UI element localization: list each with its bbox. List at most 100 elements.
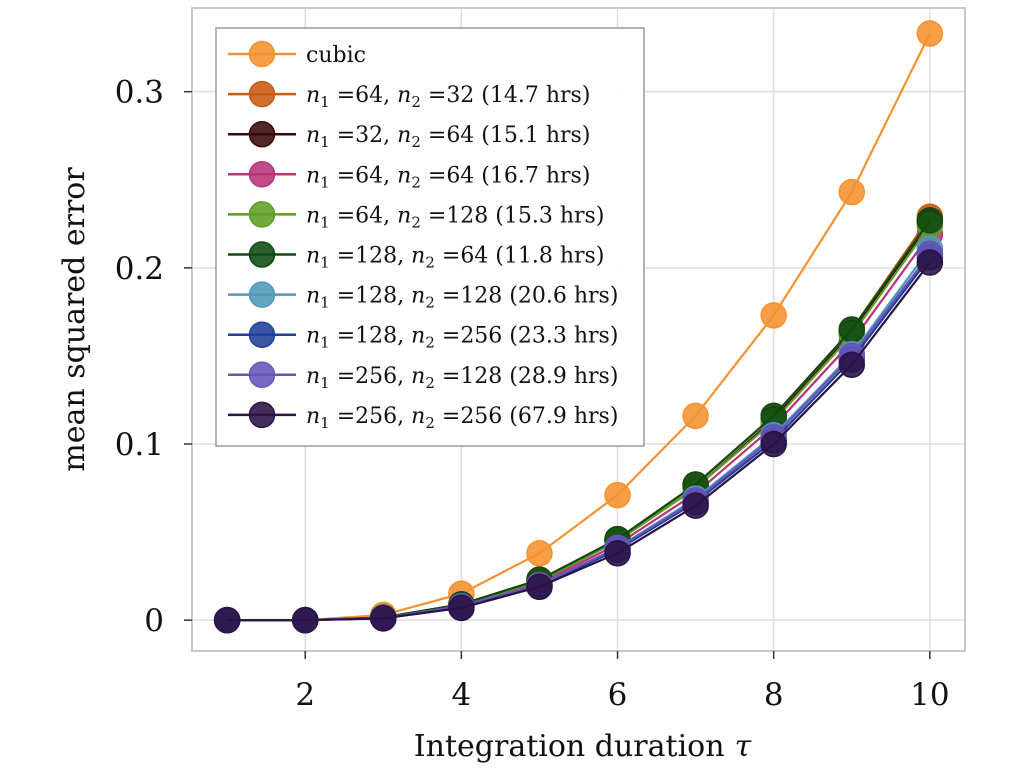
data-point [291,606,319,634]
data-point [838,316,866,343]
x-tick-label: 6 [608,677,628,713]
legend-equals: = [435,404,460,429]
data-point [682,402,709,430]
legend-marker [248,161,276,188]
legend-marker [248,281,276,308]
legend-hours: (14.7 hrs) [474,83,590,108]
legend-marker [248,80,276,108]
legend-label: n1 =256, n2 =256 (67.9 hrs) [306,404,618,432]
data-point [370,605,397,632]
legend-separator: , [397,364,411,389]
legend-hours: (15.1 hrs) [474,123,590,148]
y-tick-label: 0.1 [115,427,164,463]
y-tick-label: 0.3 [115,75,164,111]
data-point [838,178,866,206]
legend-separator: , [383,163,397,188]
legend-equals: = [330,364,355,389]
legend-equals: = [330,404,355,429]
legend-n1-value: 256 [355,404,397,429]
legend-n1-symbol: n [306,163,320,188]
legend-n1-subscript: 1 [320,93,330,111]
legend-separator: , [397,324,411,349]
legend-item: n1 =32, n2 =64 (15.1 hrs) [228,120,590,151]
legend-n1-subscript: 1 [320,414,330,432]
legend-item: n1 =64, n2 =128 (15.3 hrs) [228,201,604,231]
legend-n2-value: 64 [446,163,474,188]
legend-label: n1 =256, n2 =128 (28.9 hrs) [306,364,618,392]
legend-hours: (28.9 hrs) [502,364,618,389]
legend-separator: , [383,203,397,228]
x-tick-label: 4 [452,677,472,713]
legend-separator: , [397,244,411,269]
legend-marker [248,401,276,429]
legend-item: n1 =256, n2 =256 (67.9 hrs) [228,401,618,432]
legend-label: n1 =128, n2 =64 (11.8 hrs) [306,244,604,272]
legend-separator: , [397,404,411,429]
legend-separator: , [383,83,397,108]
legend-hours: (20.6 hrs) [502,284,618,309]
legend-n2-value: 128 [460,364,502,389]
legend-n2-subscript: 2 [411,133,421,151]
legend-n1-subscript: 1 [320,173,330,191]
legend-label: n1 =64, n2 =128 (15.3 hrs) [306,203,604,231]
x-tick-label: 8 [764,677,784,713]
legend-n1-symbol: n [306,284,320,309]
legend-n1-symbol: n [306,404,320,429]
legend-n1-value: 256 [355,364,397,389]
legend-n1-subscript: 1 [320,374,330,392]
legend-n2-subscript: 2 [411,173,421,191]
x-axis-label-text: Integration duration [414,729,725,764]
legend-equals: = [330,244,355,269]
data-point [526,573,553,600]
y-tick-label: 0 [144,603,164,639]
legend-item: n1 =128, n2 =64 (11.8 hrs) [228,241,604,272]
legend-n1-symbol: n [306,123,320,148]
data-point [604,481,631,509]
legend-equals: = [421,163,446,188]
legend-n2-subscript: 2 [425,334,435,352]
legend-n2-subscript: 2 [425,374,435,392]
legend-item: cubic [228,40,366,68]
legend-item: n1 =64, n2 =64 (16.7 hrs) [228,161,590,191]
legend-n2-symbol: n [397,203,411,228]
data-point [760,302,787,329]
y-tick-label: 0.2 [115,251,164,287]
series-line [227,33,931,622]
legend-label: n1 =128, n2 =256 (23.3 hrs) [306,324,618,352]
legend-hours: (16.7 hrs) [474,163,590,188]
legend-n1-value: 64 [355,83,383,108]
legend-n1-symbol: n [306,324,320,349]
legend-equals: = [330,83,355,108]
legend-n2-subscript: 2 [425,414,435,432]
legend-hours: (67.9 hrs) [502,404,618,429]
legend-label-text: cubic [306,43,366,68]
legend-n2-subscript: 2 [425,294,435,312]
legend-n2-symbol: n [411,244,425,269]
legend-equals: = [330,203,355,228]
data-point [916,20,944,47]
legend-n1-value: 64 [355,163,383,188]
data-point [448,594,475,622]
legend-equals: = [330,284,355,309]
legend-hours: (15.3 hrs) [488,203,604,228]
legend-n1-value: 128 [355,324,397,349]
legend-n2-value: 64 [446,123,474,148]
legend-separator: , [383,123,397,148]
legend-n2-value: 64 [460,244,488,269]
legend-n1-subscript: 1 [320,294,330,312]
legend-n2-subscript: 2 [411,213,421,231]
legend-n2-subscript: 2 [411,93,421,111]
legend-marker [248,120,276,148]
legend-separator: , [397,284,411,309]
axis-ticks: 2 4 6 8 10 0 0.1 0.2 0.3 [115,75,950,713]
x-tick-label: 2 [295,677,315,713]
legend-label: cubic [306,43,366,68]
legend-item: n1 =128, n2 =256 (23.3 hrs) [228,321,618,352]
legend-equals: = [421,123,446,148]
legend-box [215,27,645,447]
legend-n2-value: 256 [460,404,502,429]
data-point [760,430,787,458]
legend-n1-value: 32 [355,123,383,148]
legend-n1-symbol: n [306,203,320,228]
